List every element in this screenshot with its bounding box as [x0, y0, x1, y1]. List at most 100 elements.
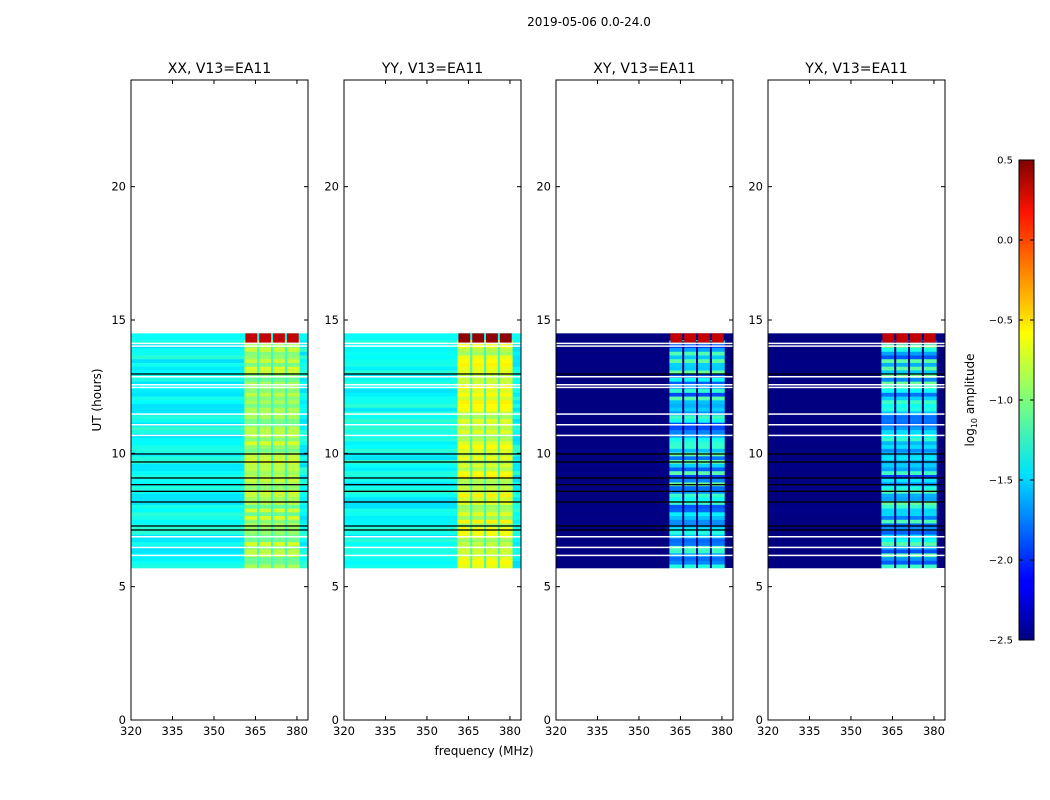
heatmap-row-cell — [131, 381, 245, 386]
flagged-row-black — [344, 453, 521, 455]
flagged-row-white — [344, 546, 521, 549]
heatmap-row-cell — [131, 444, 245, 449]
heatmap-row-cell — [131, 392, 245, 397]
heatmap-edge-cell — [299, 549, 308, 554]
heatmap-row-cell — [131, 564, 245, 569]
y-tick-label: 10 — [536, 446, 551, 460]
x-tick-label: 365 — [244, 724, 266, 738]
flagged-row-black — [768, 461, 945, 463]
heatmap-edge-cell — [299, 538, 308, 543]
band-top-cell — [486, 333, 498, 343]
flagged-row-black — [768, 484, 945, 486]
y-tick-label: 10 — [111, 446, 126, 460]
y-tick-label: 0 — [119, 713, 126, 727]
x-tick-label: 335 — [799, 724, 821, 738]
heatmap-edge-cell — [299, 456, 308, 461]
heatmap-edge-cell — [299, 515, 308, 520]
flagged-row-black — [131, 525, 308, 527]
x-tick-label: 350 — [628, 724, 650, 738]
heatmap-row-cell — [131, 396, 245, 401]
heatmap-row-cell — [768, 456, 882, 461]
heatmap-row-cell — [131, 515, 245, 520]
heatmap-row-cell — [344, 508, 458, 513]
heatmap-row-cell — [344, 556, 458, 561]
heatmap-row-cell — [768, 526, 882, 531]
flagged-row-black — [344, 490, 521, 492]
heatmap-row-cell — [768, 448, 882, 453]
heatmap-row-cell — [556, 381, 670, 386]
flagged-row-white — [556, 424, 733, 426]
heatmap-edge-cell — [512, 523, 521, 528]
flagged-row-black — [556, 373, 733, 375]
band-top-cell — [286, 333, 299, 343]
band-gap — [497, 341, 500, 568]
heatmap-row-cell — [344, 373, 458, 378]
band-top-cell — [684, 333, 697, 343]
flagged-row-white — [768, 386, 945, 389]
flagged-row-white — [344, 342, 521, 345]
x-axis-label: frequency (MHz) — [434, 744, 533, 758]
heatmap-row-cell — [556, 500, 670, 505]
heatmap-edge-cell — [299, 351, 308, 356]
heatmap-row-cell — [131, 358, 245, 363]
heatmap-edge-cell — [299, 463, 308, 468]
heatmap-edge-cell — [512, 478, 521, 483]
heatmap-row-cell — [768, 437, 882, 442]
heatmap-row-cell — [344, 351, 458, 356]
heatmap-row-cell — [344, 538, 458, 543]
heatmap-row-cell — [768, 493, 882, 498]
heatmap-edge-cell — [299, 478, 308, 483]
flagged-row-black — [768, 525, 945, 527]
heatmap-edge-cell — [512, 347, 521, 352]
heatmap-row-cell — [131, 470, 245, 475]
heatmap-edge-cell — [512, 381, 521, 386]
flagged-row-white — [344, 554, 521, 557]
heatmap-row-cell — [768, 564, 882, 569]
heatmap-row-cell — [768, 519, 882, 524]
band-top-cell — [472, 333, 485, 343]
heatmap-row-cell — [344, 396, 458, 401]
heatmap-edge-cell — [512, 400, 521, 405]
heatmap-edge-cell — [299, 448, 308, 453]
heatmap-row-cell — [768, 478, 882, 483]
y-tick-label: 10 — [324, 446, 339, 460]
heatmap-row-cell — [768, 541, 882, 546]
band-gap — [709, 341, 712, 568]
heatmap-row-cell — [131, 366, 245, 371]
heatmap-edge-cell — [512, 370, 521, 375]
heatmap-row-cell — [344, 541, 458, 546]
heatmap-row-cell — [768, 485, 882, 490]
flagged-row-white — [556, 342, 733, 345]
heatmap-edge-cell — [512, 515, 521, 520]
heatmap-edge-cell — [299, 523, 308, 528]
heatmap-row-cell — [131, 362, 245, 367]
heatmap-edge-cell — [512, 418, 521, 423]
heatmap-edge-cell — [299, 347, 308, 352]
heatmap-edge-cell — [512, 474, 521, 479]
heatmap-edge-cell — [512, 467, 521, 472]
band-gap — [484, 341, 487, 568]
panel-title: YY, V13=EA11 — [381, 61, 483, 77]
flagged-row-white — [344, 384, 521, 386]
heatmap-row-cell — [768, 370, 882, 375]
heatmap-row-cell — [556, 418, 670, 423]
heatmap-row-cell — [131, 526, 245, 531]
heatmap-row-cell — [556, 523, 670, 528]
band-top-cell — [458, 333, 471, 343]
heatmap-row-cell — [131, 400, 245, 405]
x-tick-label: 365 — [669, 724, 691, 738]
flagged-row-white — [131, 546, 308, 549]
flagged-row-white — [131, 345, 308, 347]
heatmap-edge-cell — [299, 470, 308, 475]
heatmap-row-cell — [556, 366, 670, 371]
heatmap-row-cell — [131, 541, 245, 546]
heatmap-row-cell — [556, 347, 670, 352]
flagged-row-black — [556, 525, 733, 527]
heatmap-row-cell — [768, 388, 882, 393]
heatmap-row-cell — [556, 541, 670, 546]
flagged-row-black — [131, 529, 308, 531]
heatmap-edge-cell — [512, 407, 521, 412]
heatmap-row-cell — [768, 556, 882, 561]
heatmap-row-cell — [131, 485, 245, 490]
